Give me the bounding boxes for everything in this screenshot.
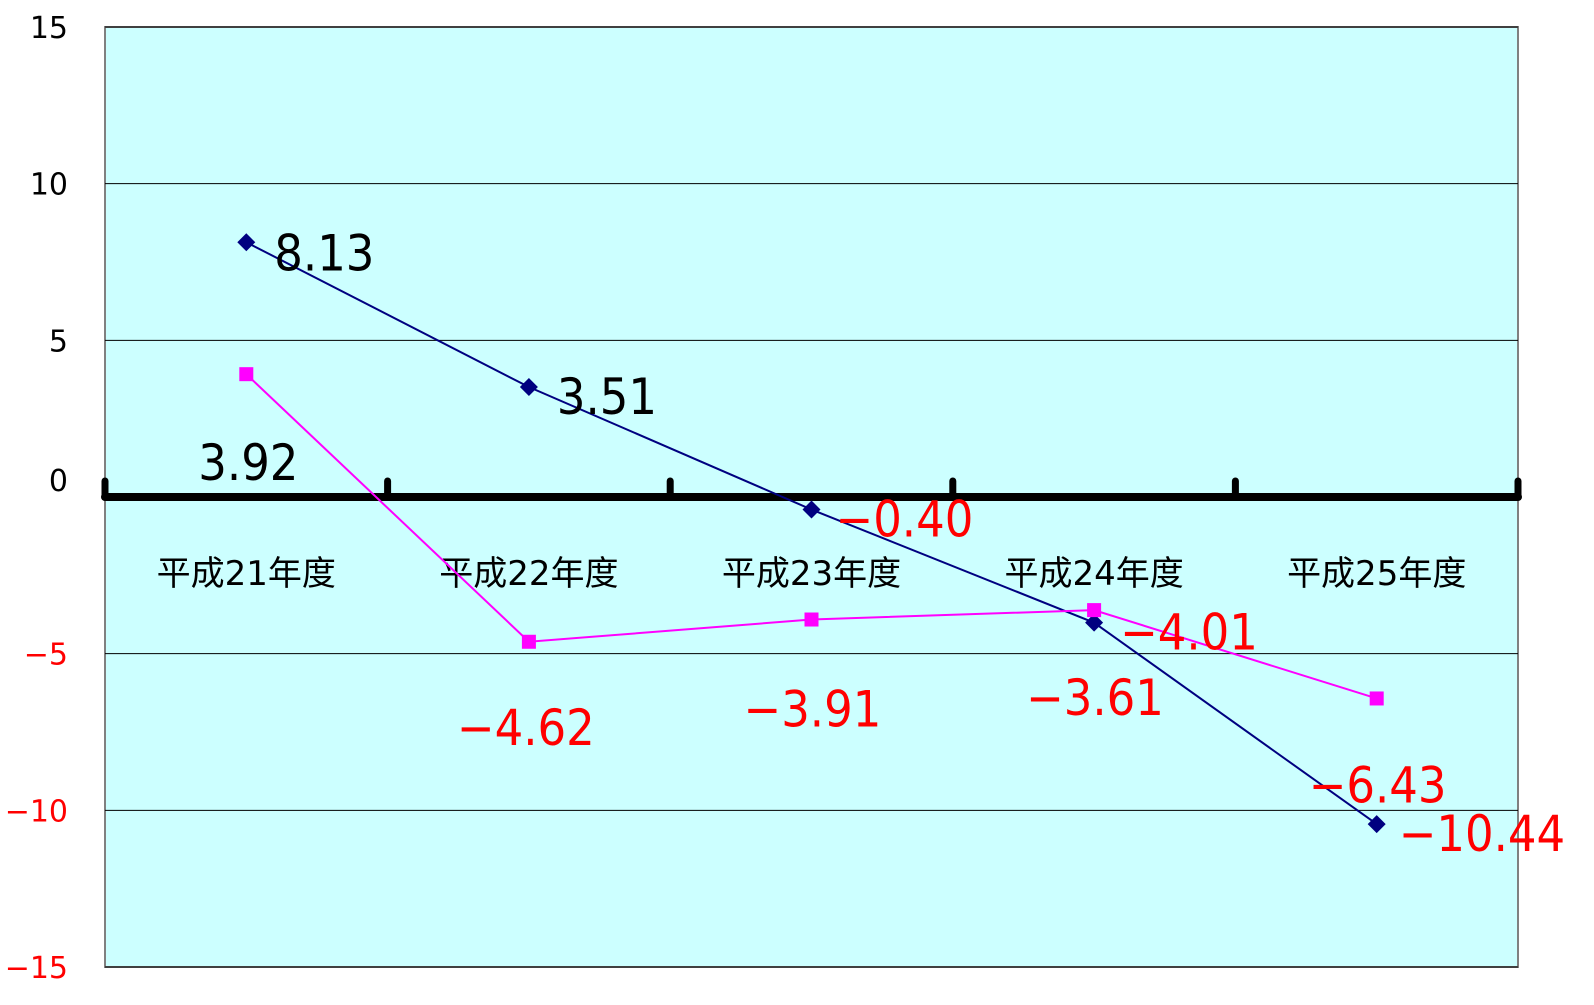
data-labels: 8.13 3.51 −0.40 −4.01 −10.44 3.92 −4.62 −3.91 −3…	[198, 224, 1565, 863]
y-tick-label: −10	[5, 794, 68, 829]
category-label: 平成21年度	[157, 554, 336, 594]
data-point	[519, 378, 538, 397]
y-tick-label: 0	[49, 464, 68, 499]
y-tick-label: −15	[5, 951, 68, 986]
data-label: 8.13	[274, 224, 374, 282]
data-point	[521, 634, 536, 649]
data-label: −3.61	[1026, 669, 1164, 727]
data-label: −6.43	[1309, 756, 1447, 814]
gridlines	[105, 26, 1518, 968]
data-label: −4.01	[1120, 604, 1258, 662]
zero-axis	[101, 477, 1522, 501]
y-tick-label: 5	[49, 324, 68, 359]
data-label: −4.62	[457, 699, 595, 757]
data-point	[1085, 613, 1104, 632]
category-label: 平成23年度	[722, 554, 901, 594]
y-axis-ticks: 15 10 5 0 −5 −10 −15	[5, 11, 68, 986]
data-point	[804, 612, 819, 627]
data-label: −3.91	[744, 681, 882, 739]
data-label: 3.51	[557, 368, 657, 426]
y-tick-label: 10	[30, 168, 68, 203]
data-label: −0.40	[836, 491, 974, 549]
data-label: 3.92	[198, 434, 298, 492]
category-labels: 平成21年度 平成22年度 平成23年度 平成24年度 平成25年度	[157, 554, 1467, 594]
data-point	[1369, 691, 1384, 706]
category-label: 平成24年度	[1004, 554, 1183, 594]
data-point	[1367, 815, 1386, 834]
data-point	[237, 233, 256, 252]
data-label: −10.44	[1399, 805, 1565, 863]
y-tick-label: 15	[30, 11, 68, 46]
data-point	[1087, 603, 1102, 618]
category-label: 平成22年度	[439, 554, 618, 594]
category-label: 平成25年度	[1287, 554, 1466, 594]
series-lines	[237, 233, 1386, 834]
data-point	[239, 367, 254, 382]
y-tick-label: −5	[24, 638, 68, 673]
data-point	[802, 500, 821, 519]
